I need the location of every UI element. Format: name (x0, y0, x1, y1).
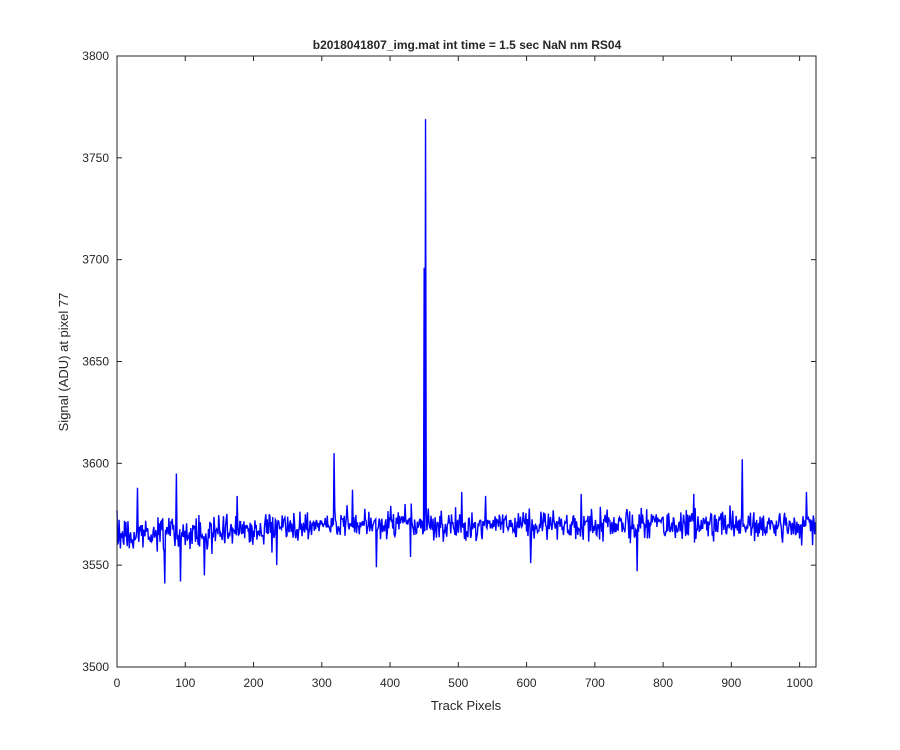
y-tick-label: 3500 (82, 660, 109, 674)
plot-frame (116, 55, 817, 668)
series-layer (116, 119, 817, 584)
y-tick-label: 3800 (82, 49, 109, 63)
x-tick-label: 100 (175, 676, 195, 690)
x-tick-label: 1000 (786, 676, 813, 690)
plot-area: 3500 3550 3600 3650 3700 3750 3800 0 100 200 300 4… (82, 49, 817, 690)
plot-background (117, 56, 816, 667)
y-axis-label: Signal (ADU) at pixel 77 (56, 293, 71, 432)
y-tick-label: 3650 (82, 355, 109, 369)
x-tick-label: 400 (380, 676, 400, 690)
x-tick-label: 200 (244, 676, 264, 690)
y-tick-label: 3600 (82, 456, 109, 470)
y-tick-label: 3700 (82, 253, 109, 267)
x-tick-label: 600 (517, 676, 537, 690)
x-axis-label: Track Pixels (431, 698, 502, 713)
x-axis: 0 100 200 300 400 500 600 700 800 900 1000 (114, 56, 813, 690)
x-tick-label: 500 (448, 676, 468, 690)
x-tick-label: 0 (114, 676, 121, 690)
x-tick-label: 800 (653, 676, 673, 690)
x-tick-label: 300 (312, 676, 332, 690)
y-tick-label: 3750 (82, 151, 109, 165)
x-tick-label: 900 (721, 676, 741, 690)
x-tick-label: 700 (585, 676, 605, 690)
y-axis: 3500 3550 3600 3650 3700 3750 3800 (82, 49, 816, 674)
signal-line (116, 119, 817, 584)
chart-title: b2018041807_img.mat int time = 1.5 sec N… (313, 38, 622, 52)
y-tick-label: 3550 (82, 558, 109, 572)
